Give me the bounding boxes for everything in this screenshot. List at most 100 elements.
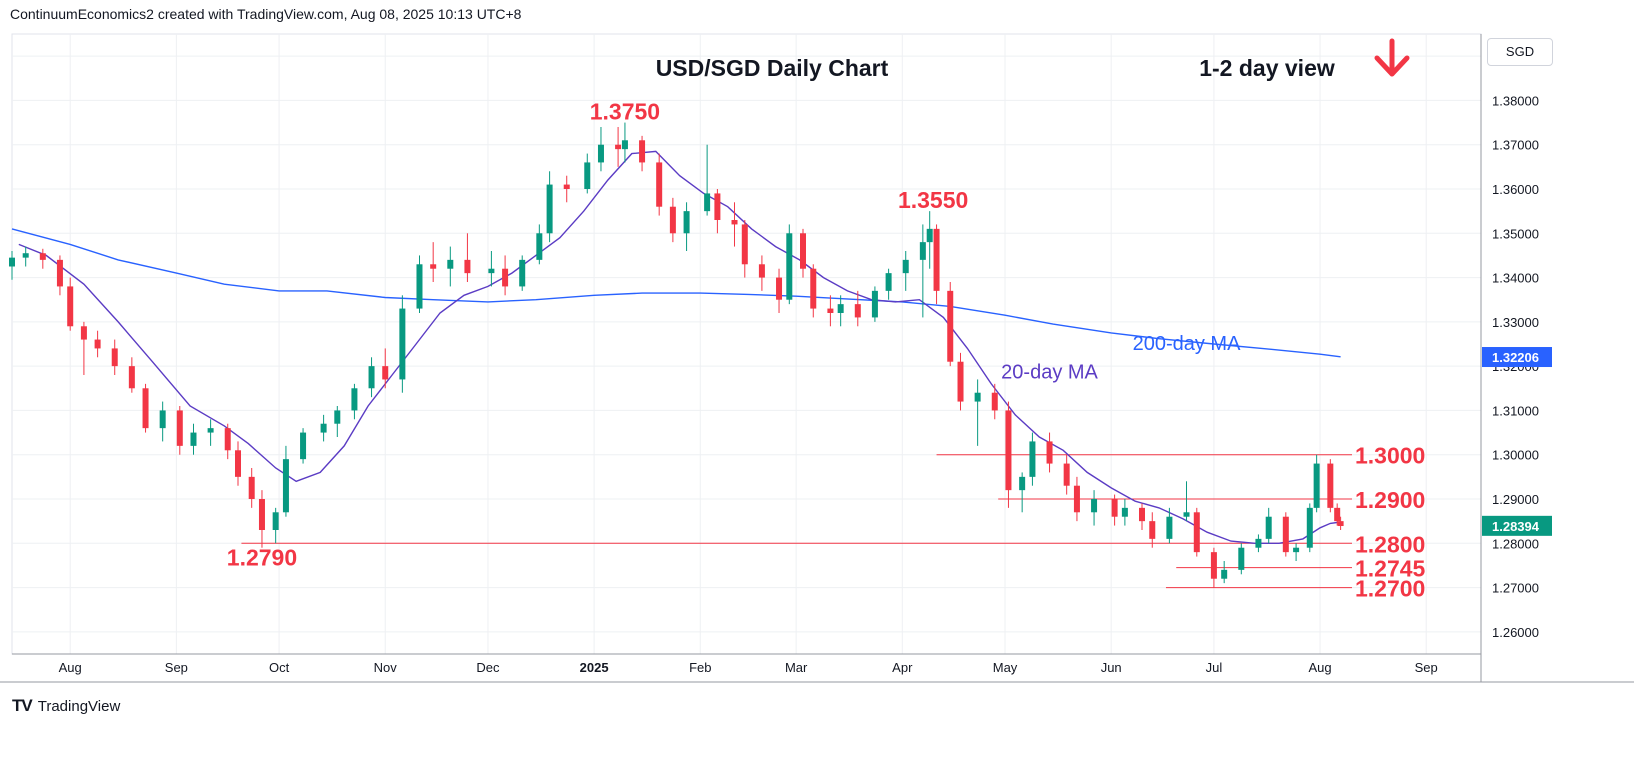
- currency-unit-button[interactable]: SGD: [1487, 38, 1553, 66]
- candle-body: [9, 257, 15, 267]
- candle-body: [128, 366, 135, 389]
- candle-body: [1193, 512, 1200, 553]
- x-tick-label: Apr: [892, 660, 913, 675]
- candle-body: [786, 233, 793, 300]
- tradingview-logo-icon: ⁠T⁠V: [12, 696, 33, 715]
- candle-body: [926, 228, 933, 243]
- candle-body: [933, 228, 940, 291]
- footer-brand[interactable]: ⁠T⁠V TradingView: [12, 696, 120, 716]
- candle-body: [885, 273, 892, 291]
- candle-body: [258, 499, 265, 530]
- x-tick-label: 2025: [580, 660, 609, 675]
- candle-body: [300, 432, 307, 460]
- candle-body: [902, 259, 909, 274]
- x-tick-label: Feb: [689, 660, 711, 675]
- candle-body: [1091, 499, 1098, 513]
- candle-body: [1293, 547, 1300, 553]
- x-tick-label: Aug: [1308, 660, 1331, 675]
- candle-body: [1313, 463, 1320, 508]
- down-arrow-icon: [1374, 38, 1410, 77]
- candle-body: [974, 392, 981, 402]
- y-tick-label: 1.29000: [1492, 492, 1539, 507]
- x-tick-label: Jun: [1101, 660, 1122, 675]
- candle-body: [1166, 516, 1173, 539]
- level-label: 1.2900: [1355, 487, 1425, 513]
- candle-body: [416, 264, 423, 309]
- candle-body: [1265, 516, 1272, 539]
- chart-title: USD/SGD Daily Chart: [656, 55, 889, 81]
- ma200-layer: [11, 228, 1341, 358]
- x-tick-label: Jul: [1206, 660, 1223, 675]
- candle-body: [1019, 476, 1026, 491]
- y-tick-label: 1.26000: [1492, 625, 1539, 640]
- candle-body: [1238, 547, 1245, 570]
- x-tick-label: Oct: [269, 660, 290, 675]
- candle-body: [159, 410, 166, 429]
- candle-body: [1306, 507, 1313, 548]
- candle-body: [190, 432, 197, 446]
- brand-name: TradingView: [37, 697, 121, 715]
- candle-body: [351, 388, 358, 411]
- candle-body: [111, 348, 118, 367]
- y-tick-label: 1.36000: [1492, 182, 1539, 197]
- candle-body: [142, 388, 149, 429]
- level-label: 1.2700: [1355, 576, 1425, 602]
- candle-body: [1029, 441, 1036, 477]
- candle-body: [827, 308, 834, 313]
- annotation-label: 200-day MA: [1133, 333, 1241, 355]
- ma200-line: [11, 228, 1341, 358]
- candle-body: [1073, 485, 1080, 513]
- annotation-label: 1.3550: [898, 187, 968, 213]
- candle-body: [584, 162, 591, 189]
- candle-body: [1183, 512, 1190, 517]
- candle-body: [1046, 441, 1053, 464]
- candle-body: [488, 268, 495, 274]
- x-tick-label: Dec: [476, 660, 500, 675]
- candle-body: [871, 290, 878, 318]
- candle-body: [546, 184, 553, 234]
- candle-body: [282, 459, 289, 513]
- candle-body: [1337, 521, 1344, 527]
- x-axis: Aug Sep Oct Nov Dec 2025 Feb Mar Apr May Jun Jul Aug…: [0, 653, 1634, 683]
- x-tick-label: Aug: [59, 660, 82, 675]
- chart-attribution: ContinuumEconomics2 created with Trading…: [10, 6, 522, 22]
- candle-body: [656, 162, 663, 207]
- y-tick-label: 1.35000: [1492, 226, 1539, 241]
- candle-body: [1327, 463, 1334, 508]
- candle-body: [519, 259, 526, 287]
- last-price-badge-bg: [1482, 515, 1552, 536]
- x-tick-label: Sep: [1415, 660, 1438, 675]
- y-tick-label: 1.33000: [1492, 315, 1539, 330]
- candle-body: [731, 220, 738, 225]
- candle-body: [1149, 521, 1156, 539]
- y-tick-label: 1.30000: [1492, 448, 1539, 463]
- x-tick-label: Sep: [165, 660, 188, 675]
- candle-body: [1121, 507, 1128, 517]
- level-label: 1.2745: [1355, 556, 1426, 582]
- candle-body: [368, 366, 375, 389]
- candle-body: [536, 233, 543, 260]
- candle-body: [683, 211, 690, 234]
- candle-body: [80, 326, 87, 340]
- candle-body: [957, 361, 964, 402]
- candle-body: [430, 264, 437, 269]
- candle-body: [854, 304, 861, 318]
- y-tick-label: 1.31000: [1492, 403, 1539, 418]
- y-tick-label: 1.37000: [1492, 138, 1539, 153]
- candle-body: [669, 206, 676, 234]
- candle-body: [382, 366, 389, 380]
- candle-body: [334, 410, 341, 424]
- level-label: 1.3000: [1355, 443, 1425, 469]
- candle-body: [1255, 538, 1262, 548]
- candle-body: [272, 512, 279, 530]
- candle-body: [94, 339, 101, 349]
- candle-body: [67, 286, 74, 327]
- candle-body: [1334, 507, 1341, 522]
- candle-body: [704, 193, 711, 212]
- ma20-line: [18, 150, 1341, 544]
- candle-body: [597, 144, 604, 163]
- level-label: 1.2800: [1355, 531, 1425, 557]
- candle-body: [1005, 410, 1012, 491]
- candle-body: [615, 144, 622, 150]
